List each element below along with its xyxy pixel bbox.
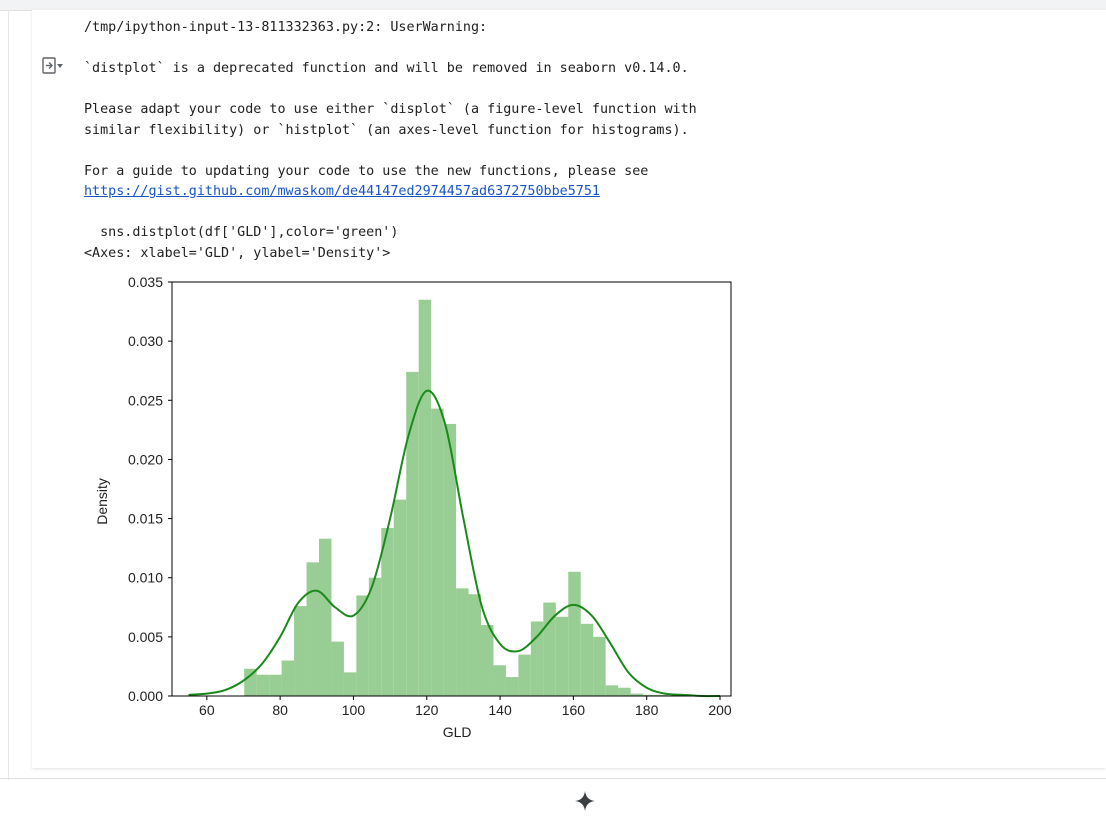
- kde-line: [188, 389, 721, 698]
- cell-gutter: [8, 10, 9, 780]
- histogram-bar: [630, 693, 644, 696]
- y-tick-label: 0.010: [128, 570, 163, 586]
- x-tick-label: 200: [708, 702, 732, 718]
- histogram-bar: [443, 423, 457, 696]
- histogram-bar: [493, 665, 506, 696]
- histogram-bar: [256, 674, 270, 696]
- sparkle-icon[interactable]: [573, 789, 597, 813]
- axes-repr: <Axes: xlabel='GLD', ylabel='Density'>: [84, 245, 391, 261]
- histogram-bar: [331, 641, 344, 696]
- histogram-bar: [618, 687, 631, 696]
- x-tick-label: 60: [199, 702, 215, 718]
- histogram-bar: [456, 588, 469, 696]
- histogram-bar: [281, 660, 295, 696]
- y-tick-label: 0.030: [128, 333, 163, 349]
- histogram-bar: [393, 499, 407, 696]
- y-tick-label: 0.005: [128, 629, 163, 645]
- x-axis-label: GLD: [443, 724, 472, 740]
- histogram-bar: [555, 616, 569, 696]
- histogram-bar: [269, 674, 282, 696]
- deprecation-message: `distplot` is a deprecated function and …: [84, 61, 689, 76]
- histogram-bar: [294, 606, 307, 696]
- x-tick-label: 140: [488, 702, 512, 718]
- histogram-bar: [655, 694, 668, 696]
- x-tick-label: 120: [415, 702, 439, 718]
- density-chart: 60 80 100 120 140 160 180 200 0.000 0.005 0.010 0.0…: [94, 274, 732, 740]
- guide-message: For a guide to updating your code to use…: [84, 163, 649, 179]
- histogram-bar: [368, 577, 382, 696]
- histogram-bar: [356, 595, 369, 696]
- stderr-output: /tmp/ipython-input-13-811332363.py:2: Us…: [84, 18, 804, 264]
- histogram-bar: [505, 677, 519, 696]
- histogram-bar: [343, 672, 357, 696]
- x-tick-label: 100: [342, 702, 366, 718]
- histogram-bar: [593, 636, 606, 696]
- adapt-message-1: Please adapt your code to use either `di…: [84, 102, 697, 117]
- histogram-bar: [468, 594, 482, 696]
- histogram-bar: [605, 685, 619, 696]
- histogram-bar: [244, 668, 257, 696]
- histogram-bar: [406, 371, 419, 696]
- x-tick-label: 160: [562, 702, 586, 718]
- y-tick-label: 0.000: [128, 688, 163, 704]
- histogram-bar: [518, 654, 531, 696]
- distplot-figure: 60 80 100 120 140 160 180 200 0.000 0.005 0.010 0.0…: [88, 266, 748, 756]
- x-tick-label: 180: [635, 702, 659, 718]
- code-line: sns.distplot(df['GLD'],color='green'): [84, 225, 399, 240]
- histogram-bar: [318, 538, 332, 696]
- y-tick-label: 0.025: [128, 392, 163, 408]
- y-axis-label: Density: [94, 478, 110, 525]
- cell-divider: [0, 778, 1106, 779]
- warning-path: /tmp/ipython-input-13-811332363.py:2: Us…: [84, 20, 488, 35]
- y-tick-label: 0.020: [128, 451, 163, 467]
- axes-frame: [171, 281, 732, 697]
- histogram-bar: [431, 408, 444, 696]
- histogram-bar: [306, 562, 319, 696]
- x-tick-label: 80: [272, 702, 288, 718]
- y-tick-label: 0.015: [128, 511, 163, 527]
- histogram-bar: [568, 571, 581, 696]
- histogram-bar: [643, 694, 656, 696]
- histogram-bar: [381, 528, 394, 696]
- histogram-bar: [580, 623, 594, 696]
- histogram-bar: [418, 299, 432, 696]
- guide-link[interactable]: https://gist.github.com/mwaskom/de44147e…: [84, 184, 600, 199]
- y-tick-label: 0.035: [128, 274, 163, 290]
- histogram-bar: [481, 625, 494, 696]
- adapt-message-2: similar flexibility) or `histplot` (an a…: [84, 122, 689, 138]
- output-toggle-icon[interactable]: [40, 56, 64, 78]
